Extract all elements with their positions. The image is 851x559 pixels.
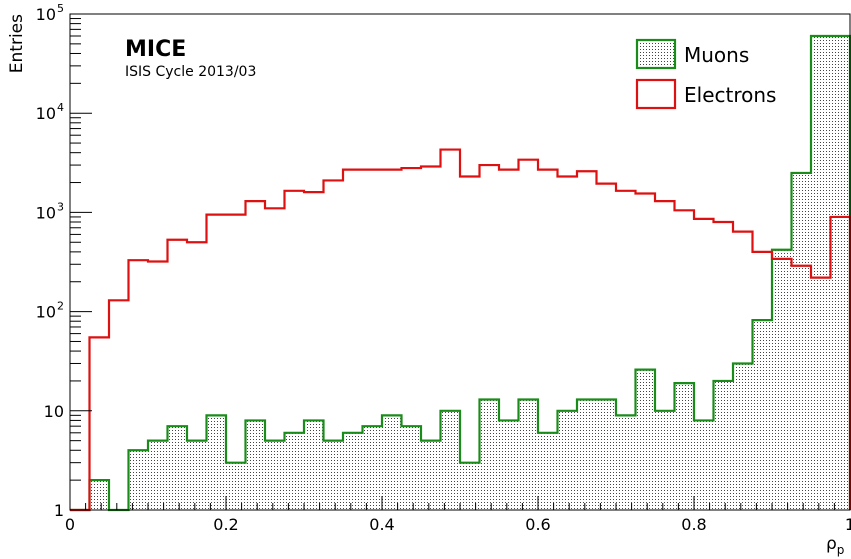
bin-muons-9 — [245, 420, 265, 510]
x-axis-title-main: ρ — [826, 534, 837, 554]
y-tick-exponent: 4 — [57, 101, 64, 114]
series-muons — [70, 34, 851, 512]
y-tick-label: 1 — [54, 501, 64, 520]
x-tick-label: 0.2 — [213, 515, 238, 534]
bin-muons-1 — [89, 480, 109, 510]
y-tick-label: 10 — [36, 5, 56, 24]
x-axis-title-sub: p — [837, 543, 845, 557]
bin-muons-27 — [596, 399, 616, 510]
bin-muons-5 — [167, 426, 187, 510]
x-tick-label: 0.6 — [525, 515, 550, 534]
bin-muons-10 — [265, 440, 285, 510]
bin-muons-30 — [655, 410, 675, 510]
x-tick-label: 0.4 — [369, 515, 394, 534]
bin-muons-18 — [421, 440, 441, 510]
legend-label-electrons: Electrons — [684, 83, 776, 107]
bin-muons-23 — [518, 399, 538, 510]
bin-muons-16 — [382, 415, 402, 510]
y-tick-label: 10 — [36, 203, 56, 222]
bin-muons-32 — [694, 420, 714, 510]
bin-muons-25 — [557, 410, 577, 510]
y-tick-exponent: 3 — [57, 200, 64, 213]
bin-muons-8 — [226, 462, 246, 510]
bin-muons-14 — [343, 432, 363, 510]
bin-muons-15 — [362, 426, 382, 510]
bin-muons-4 — [148, 440, 168, 510]
bin-muons-31 — [674, 383, 694, 510]
y-tick-label: 10 — [36, 104, 56, 123]
bin-muons-6 — [187, 440, 207, 510]
legend-swatch-muons — [635, 38, 677, 70]
bin-muons-38 — [811, 36, 831, 511]
x-tick-label: 1 — [845, 515, 851, 534]
x-tick-label: 0 — [65, 515, 75, 534]
chart-subtitle: ISIS Cycle 2013/03 — [125, 64, 256, 80]
bin-muons-28 — [616, 415, 636, 510]
bin-muons-13 — [323, 440, 343, 510]
bin-muons-26 — [577, 399, 597, 510]
y-tick-exponent: 2 — [57, 300, 64, 313]
ticks-layer — [69, 13, 851, 511]
bin-muons-11 — [284, 432, 304, 510]
bin-muons-22 — [499, 420, 519, 510]
bin-muons-7 — [206, 415, 226, 510]
y-tick-label: 10 — [44, 402, 64, 421]
x-tick-label: 0.8 — [681, 515, 706, 534]
bin-muons-3 — [128, 450, 148, 510]
bin-muons-12 — [304, 420, 324, 510]
bin-muons-21 — [479, 399, 499, 510]
legend: Muons Electrons — [635, 38, 776, 110]
bin-muons-17 — [401, 426, 421, 510]
bin-muons-20 — [460, 462, 480, 510]
series-electrons — [70, 148, 851, 512]
legend-label-muons: Muons — [684, 43, 749, 67]
bin-muons-39 — [830, 36, 850, 511]
bin-muons-36 — [772, 249, 792, 510]
chart-title: MICE — [125, 37, 186, 62]
x-axis-title: ρp — [826, 534, 844, 557]
line-electrons — [70, 148, 851, 512]
series-layer — [70, 34, 851, 512]
bin-muons-34 — [733, 363, 753, 510]
y-tick-label: 10 — [36, 303, 56, 322]
bin-muons-35 — [752, 320, 772, 510]
y-tick-exponent: 5 — [57, 2, 64, 15]
bin-muons-37 — [791, 172, 811, 510]
bin-muons-24 — [538, 432, 558, 510]
bin-muons-19 — [440, 410, 460, 510]
bin-muons-29 — [635, 369, 655, 510]
bin-muons-33 — [713, 380, 733, 510]
line-muons — [70, 34, 851, 512]
legend-swatch-electrons — [635, 78, 677, 110]
y-axis-title: Entries — [7, 14, 27, 73]
